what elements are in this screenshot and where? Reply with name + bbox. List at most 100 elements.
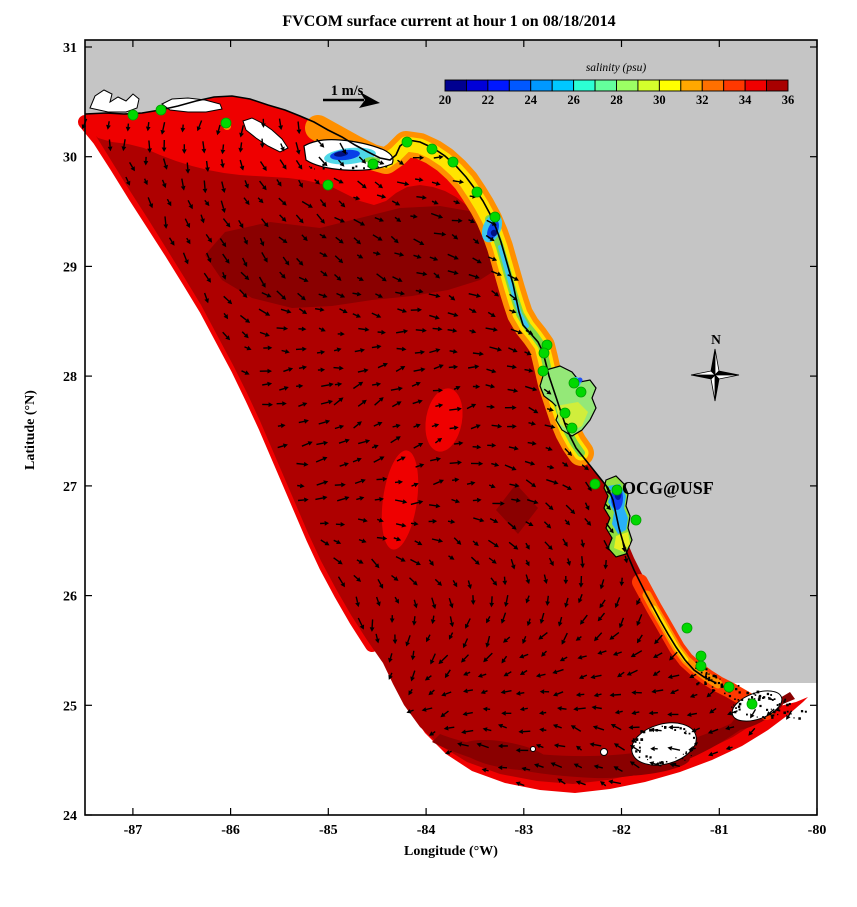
island-speckle (385, 165, 388, 168)
island-speckle (753, 698, 756, 700)
island-speckle (770, 698, 773, 701)
island-speckle (704, 682, 707, 686)
island-speckles (308, 163, 807, 766)
colorbar-segment (616, 79, 639, 92)
island-speckle (638, 756, 641, 759)
island-speckle (721, 685, 724, 688)
x-tick-label: -87 (124, 823, 143, 838)
island-speckle (690, 755, 692, 757)
island-speckle (756, 690, 760, 694)
colorbar-segment (551, 79, 575, 92)
island-speckle (800, 710, 804, 713)
island-speckle (778, 703, 781, 705)
island-speckle (692, 736, 695, 739)
island-speckle (694, 742, 697, 746)
island-speckle (763, 696, 766, 699)
island-speckle (762, 716, 764, 718)
island-speckle (696, 683, 699, 686)
station-markers (127, 104, 758, 710)
colorbar-segment (680, 79, 703, 92)
station-dot (537, 365, 549, 377)
island-speckle (640, 738, 644, 741)
island-speckle (308, 166, 311, 168)
island-speckle (631, 740, 634, 743)
island-speckle (659, 761, 662, 765)
colorbar-segment (530, 79, 553, 92)
island-speckle (770, 714, 773, 717)
station-dot (401, 136, 413, 148)
axis-ticks (85, 40, 818, 816)
island-speckle (688, 732, 691, 735)
salinity-deep-patches (205, 206, 795, 779)
island-speckle (770, 694, 773, 696)
colorbar-segment (444, 79, 467, 92)
colorbar-segment (723, 79, 746, 92)
island-speckle (314, 168, 316, 170)
scale-arrow: 1 m/s (323, 83, 380, 108)
island-speckle (712, 689, 715, 692)
island-speckle (715, 676, 718, 679)
station-dot (538, 347, 550, 359)
island-speckle (682, 753, 684, 755)
x-tick-label: -82 (612, 823, 631, 838)
island-speckle (776, 704, 779, 707)
island-speckle (675, 757, 677, 759)
island-speckle (707, 678, 711, 682)
island-speckle (363, 167, 365, 170)
x-tick-label: -80 (808, 823, 827, 838)
island-speckle (776, 707, 779, 710)
island-speckle (708, 673, 710, 675)
colorbar-segment (487, 79, 510, 92)
island-speckle (784, 698, 787, 701)
x-tick-label: -86 (221, 823, 240, 838)
island-speckle (685, 730, 687, 732)
colorbar-tick-label: 24 (525, 93, 538, 107)
island-speckle (351, 166, 355, 170)
island-speckle (310, 166, 313, 169)
x-tick-label: -84 (417, 823, 436, 838)
y-tick-label: 31 (63, 41, 77, 56)
y-tick-label: 24 (63, 809, 77, 824)
station-dot (568, 377, 580, 389)
island-speckle (772, 710, 776, 714)
island-speckle (771, 699, 774, 701)
island-speckle (714, 681, 717, 685)
island-speckle (649, 728, 652, 732)
island-speckle (731, 706, 733, 708)
island-speckle (695, 667, 697, 670)
island-speckle (638, 746, 641, 749)
island-speckle (639, 751, 641, 753)
island-speckle (689, 749, 692, 752)
island-speckle (377, 166, 380, 169)
island-speckle (711, 678, 713, 680)
y-tick-labels: 31 30 29 28 27 26 25 24 (63, 41, 77, 824)
island-speckle (735, 687, 738, 691)
x-axis-label: Longitude (°W) (404, 844, 498, 859)
island-speckle (674, 729, 677, 731)
island-speckle (642, 730, 646, 734)
island-speckle (711, 686, 714, 688)
station-dot (220, 117, 232, 129)
station-dot (611, 484, 623, 496)
island-speckle (770, 708, 772, 710)
island-speckle (664, 726, 667, 729)
station-dot (681, 622, 693, 634)
island-speckle (788, 702, 791, 706)
island-speckle (798, 717, 801, 720)
y-axis-label: Latitude (°N) (23, 390, 38, 470)
island-speckle (705, 671, 708, 674)
station-dot (589, 478, 601, 490)
island-speckle (753, 692, 755, 695)
salinity-red-patches (381, 388, 463, 550)
island-speckle (355, 165, 358, 168)
colorbar: salinity (psu) 20 22 24 26 28 30 32 34 36 (439, 62, 795, 107)
island-speckle (737, 699, 740, 701)
island-speckle (766, 692, 770, 696)
island-speckle (634, 740, 637, 743)
colorbar-tick-labels: 20 22 24 26 28 30 32 34 36 (439, 93, 795, 107)
colorbar-segment (766, 79, 789, 92)
island-speckle (772, 714, 775, 717)
island-speckle (759, 704, 762, 708)
island-speckle (705, 678, 707, 680)
